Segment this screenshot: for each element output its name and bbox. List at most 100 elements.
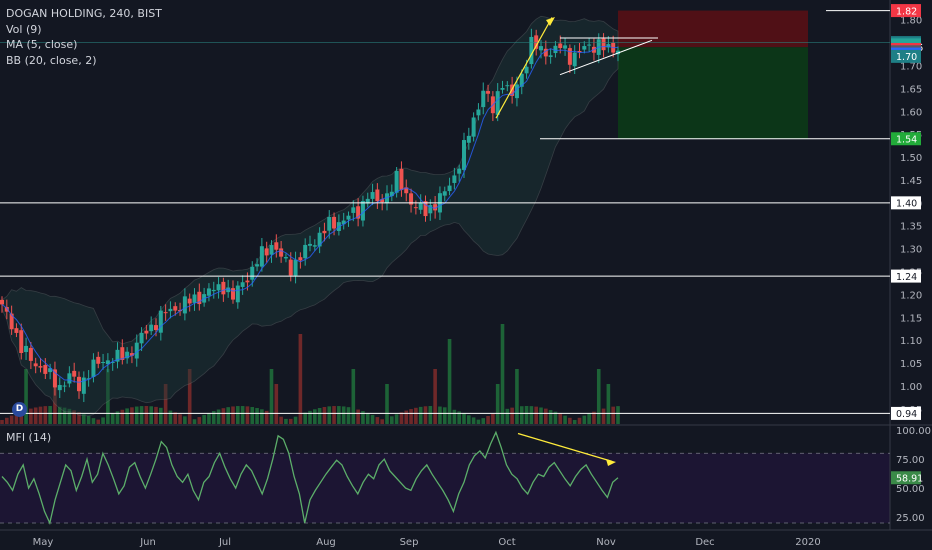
candle xyxy=(33,357,38,374)
svg-text:58.91: 58.91 xyxy=(896,474,923,485)
candle xyxy=(404,179,409,202)
volume-bar xyxy=(572,419,577,424)
volume-bar xyxy=(139,406,144,424)
volume-bar xyxy=(563,415,567,424)
candle xyxy=(250,261,255,287)
volume-bar xyxy=(82,413,86,424)
dividend-marker-icon[interactable]: D xyxy=(12,402,27,417)
volume-indicator-label[interactable]: Vol (9) xyxy=(6,22,42,36)
candle xyxy=(370,183,375,206)
divergence-arrow-line xyxy=(517,432,613,462)
volume-bar xyxy=(442,407,447,424)
price-badge: 1.54 xyxy=(891,132,921,146)
volume-bar xyxy=(486,415,490,424)
volume-bar xyxy=(178,414,182,424)
volume-bar xyxy=(457,411,461,424)
bb-indicator-label[interactable]: BB (20, close, 2) xyxy=(6,53,97,67)
candle xyxy=(57,377,62,398)
volume-bar xyxy=(409,409,413,424)
volume-bar xyxy=(274,384,279,424)
candle xyxy=(43,358,48,379)
volume-bar xyxy=(255,408,259,424)
candle xyxy=(529,28,534,69)
price-tick-label: 1.70 xyxy=(900,62,922,73)
candle xyxy=(38,357,43,373)
candle xyxy=(9,305,14,335)
mfi-value-badge: 58.91 xyxy=(891,471,923,485)
candle xyxy=(231,280,235,304)
time-tick-label: 2020 xyxy=(795,537,820,548)
candle xyxy=(481,82,486,115)
volume-bar xyxy=(611,406,615,424)
volume-bar xyxy=(553,411,558,424)
candle xyxy=(4,299,9,320)
volume-bar xyxy=(433,369,437,424)
volume-bar xyxy=(264,410,269,424)
volume-bar xyxy=(317,407,322,424)
candle xyxy=(462,132,466,179)
price-tick-label: 1.30 xyxy=(900,245,922,256)
volume-bar xyxy=(476,419,481,424)
ma-indicator-label[interactable]: MA (5, close) xyxy=(6,38,78,51)
candle xyxy=(240,275,245,295)
volume-bar xyxy=(101,417,105,424)
candle xyxy=(409,188,414,213)
volume-bar xyxy=(48,406,52,424)
candle xyxy=(129,346,134,364)
volume-bar xyxy=(515,369,519,424)
volume-bar xyxy=(207,412,211,424)
mfi-indicator-label[interactable]: MFI (14) xyxy=(6,431,52,444)
volume-bar xyxy=(168,410,173,424)
mfi-tick-label: 75.00 xyxy=(896,455,925,466)
volume-bar xyxy=(524,406,529,424)
volume-bar xyxy=(269,369,274,424)
volume-bar xyxy=(284,418,288,424)
volume-bar xyxy=(245,406,250,424)
time-tick-label: Aug xyxy=(316,537,336,548)
volume-bar xyxy=(606,384,611,424)
candle xyxy=(274,234,279,258)
divergence-arrow-head xyxy=(606,459,616,466)
candle xyxy=(197,283,202,311)
svg-text:1.40: 1.40 xyxy=(896,199,917,210)
volume-bar xyxy=(341,406,346,424)
candle xyxy=(317,227,322,254)
candle xyxy=(423,195,428,222)
volume-bar xyxy=(332,406,336,424)
time-tick-label: Dec xyxy=(695,537,714,548)
volume-bar xyxy=(154,406,158,424)
volume-bar xyxy=(596,369,601,424)
price-tick-label: 1.05 xyxy=(900,359,922,370)
volume-bar xyxy=(491,413,495,424)
candle xyxy=(380,194,385,211)
svg-text:1.70: 1.70 xyxy=(896,52,917,63)
volume-bar xyxy=(14,413,19,424)
volume-bar xyxy=(159,407,163,424)
svg-text:1.54: 1.54 xyxy=(896,135,917,146)
volume-bar xyxy=(192,419,197,424)
symbol-title: DOGAN HOLDING, 240, BIST xyxy=(6,7,162,20)
volume-bar xyxy=(495,384,500,424)
mfi-band xyxy=(0,453,890,523)
volume-bar xyxy=(356,409,360,424)
volume-bar xyxy=(115,411,120,424)
candle xyxy=(120,339,125,365)
volume-bar xyxy=(293,416,298,424)
volume-bar xyxy=(43,406,48,424)
candle xyxy=(298,252,303,269)
volume-bar xyxy=(462,413,466,424)
candle xyxy=(101,353,106,370)
volume-bar xyxy=(308,410,312,424)
volume-bar xyxy=(471,417,476,424)
volume-bar xyxy=(529,406,534,424)
volume-bar xyxy=(110,413,115,424)
take-profit-zone xyxy=(618,47,808,139)
candle xyxy=(19,323,24,360)
price-badge: 0.94 xyxy=(891,406,921,420)
volume-bar xyxy=(577,417,582,424)
candle xyxy=(187,293,192,312)
volume-bar xyxy=(183,416,187,424)
volume-bar xyxy=(120,409,125,424)
candle xyxy=(308,235,312,252)
